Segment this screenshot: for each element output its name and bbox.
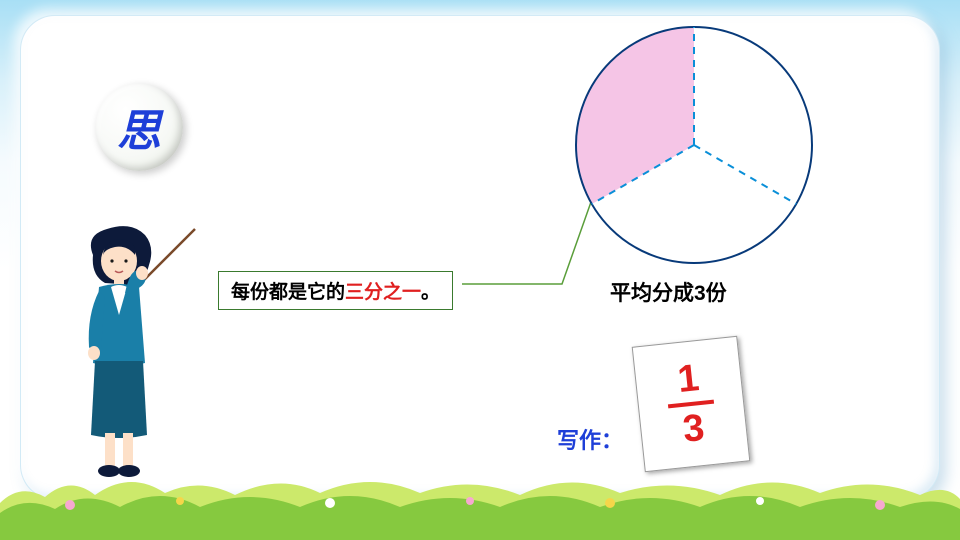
pie-caption: 平均分成3份 [610,277,727,307]
teacher-illustration [65,225,200,480]
fraction-numerator: 1 [676,359,701,399]
sentence-box: 每份都是它的三分之一。 [218,271,453,310]
pie-chart [573,24,815,266]
think-badge-text: 思 [117,95,161,159]
fraction-denominator: 3 [681,409,706,449]
write-label: 写作： [557,423,623,455]
fraction-card: 1 3 [632,336,751,472]
fraction: 1 3 [664,358,719,450]
think-badge: 思 [95,83,183,171]
sentence-highlight: 三分之一 [345,282,421,303]
sentence-suffix: 。 [421,282,440,303]
sentence-prefix: 每份都是它的 [231,282,345,303]
